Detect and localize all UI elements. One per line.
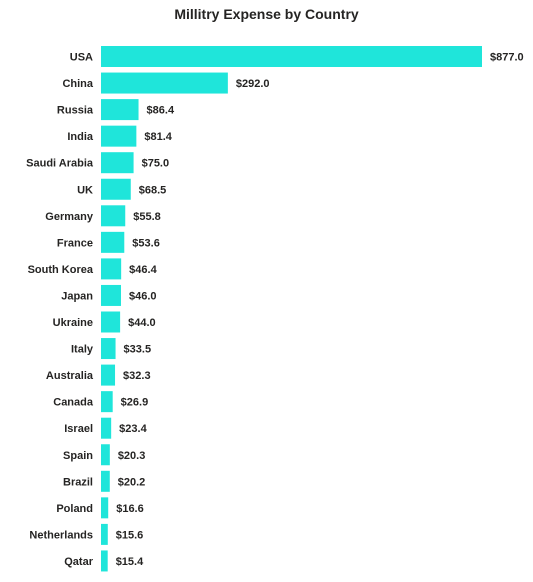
bar-poland[interactable] <box>101 497 109 519</box>
bar-saudi-arabia[interactable] <box>101 152 134 174</box>
value-label-china: $292.0 <box>236 78 270 90</box>
bar-france[interactable] <box>101 231 125 253</box>
value-label-japan: $46.0 <box>129 290 157 302</box>
chart-title: Millitry Expense by Country <box>174 6 359 22</box>
category-label-netherlands: Netherlands <box>29 529 93 541</box>
bar-canada[interactable] <box>101 391 113 413</box>
bar-india[interactable] <box>101 125 137 147</box>
bar-netherlands[interactable] <box>101 523 108 545</box>
category-label-qatar: Qatar <box>64 556 93 568</box>
bar-china[interactable] <box>101 72 228 94</box>
category-label-china: China <box>62 78 93 90</box>
value-label-poland: $16.6 <box>116 503 144 515</box>
category-label-australia: Australia <box>46 370 94 382</box>
bar-ukraine[interactable] <box>101 311 121 333</box>
value-label-ukraine: $44.0 <box>128 317 156 329</box>
value-label-qatar: $15.4 <box>116 556 144 568</box>
category-label-spain: Spain <box>63 450 93 462</box>
bar-israel[interactable] <box>101 417 112 439</box>
bar-south-korea[interactable] <box>101 258 122 280</box>
value-label-brazil: $20.2 <box>118 476 146 488</box>
value-label-south-korea: $46.4 <box>129 264 157 276</box>
bar-germany[interactable] <box>101 205 126 227</box>
bar-uk[interactable] <box>101 178 131 200</box>
value-label-saudi-arabia: $75.0 <box>142 158 170 170</box>
value-label-netherlands: $15.6 <box>116 529 144 541</box>
value-label-russia: $86.4 <box>147 105 175 117</box>
value-label-germany: $55.8 <box>133 211 161 223</box>
category-label-saudi-arabia: Saudi Arabia <box>26 158 94 170</box>
value-label-spain: $20.3 <box>118 450 146 462</box>
bar-australia[interactable] <box>101 364 116 386</box>
bar-brazil[interactable] <box>101 470 110 492</box>
category-label-india: India <box>67 131 94 143</box>
category-label-poland: Poland <box>56 503 93 515</box>
category-label-uk: UK <box>77 184 93 196</box>
value-label-italy: $33.5 <box>124 344 152 356</box>
value-label-canada: $26.9 <box>121 397 149 409</box>
category-label-russia: Russia <box>57 105 94 117</box>
category-label-germany: Germany <box>45 211 94 223</box>
bar-russia[interactable] <box>101 99 139 121</box>
category-label-israel: Israel <box>64 423 93 435</box>
bar-qatar[interactable] <box>101 550 108 572</box>
value-label-france: $53.6 <box>132 237 160 249</box>
bar-japan[interactable] <box>101 284 121 306</box>
category-label-south-korea: South Korea <box>28 264 94 276</box>
value-label-usa: $877.0 <box>490 52 524 64</box>
category-label-ukraine: Ukraine <box>53 317 93 329</box>
category-label-italy: Italy <box>71 344 94 356</box>
category-label-usa: USA <box>70 52 93 64</box>
bar-spain[interactable] <box>101 444 110 466</box>
value-label-uk: $68.5 <box>139 184 167 196</box>
category-label-canada: Canada <box>53 397 94 409</box>
category-label-france: France <box>57 237 93 249</box>
value-label-india: $81.4 <box>144 131 172 143</box>
category-label-brazil: Brazil <box>63 476 93 488</box>
bar-usa[interactable] <box>101 46 482 67</box>
bar-italy[interactable] <box>101 338 116 360</box>
value-label-australia: $32.3 <box>123 370 151 382</box>
category-label-japan: Japan <box>61 290 93 302</box>
value-label-israel: $23.4 <box>119 423 147 435</box>
